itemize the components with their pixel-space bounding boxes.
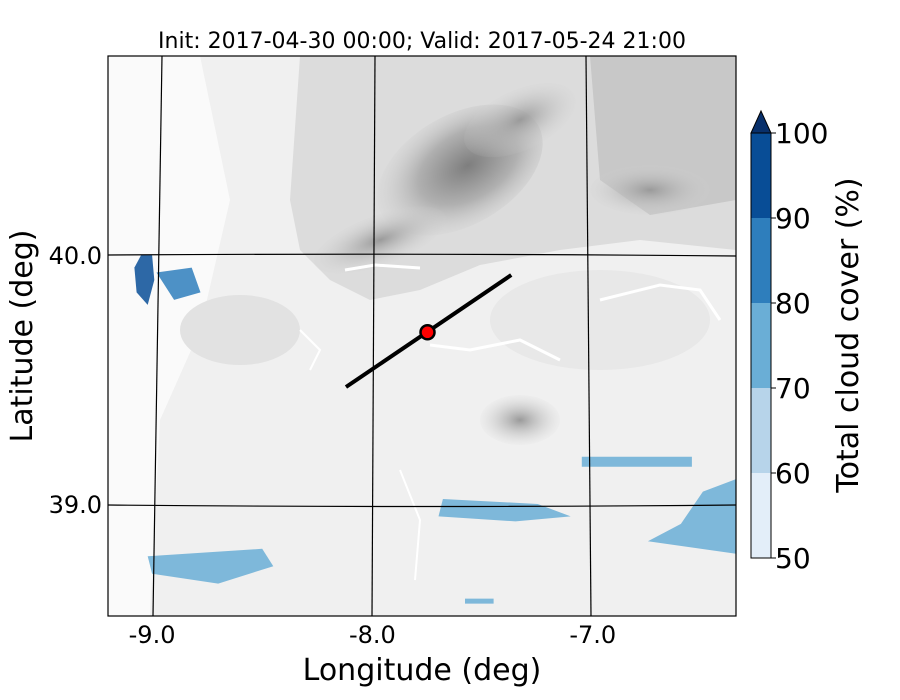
- x-tick-label: -7.0: [569, 621, 616, 649]
- cloud-patch-central-east-band: [438, 499, 571, 522]
- colorbar-tick-label: 90: [775, 202, 811, 235]
- colorbar-segment: [751, 388, 771, 473]
- colorbar-tick-label: 100: [775, 117, 828, 150]
- x-tick-label: -8.0: [349, 621, 396, 649]
- cloud-patch-east-upper-streak: [581, 456, 692, 467]
- terrain-background: [108, 56, 736, 616]
- graticule: [107, 55, 737, 617]
- cloud-patch-east-edge-patch: [647, 479, 736, 554]
- plot-frame: [107, 55, 737, 617]
- y-tick-label: 39.0: [49, 491, 102, 519]
- colorbar-segment: [751, 218, 771, 303]
- cloud-patch-southwest-band: [147, 548, 274, 584]
- colorbar-label: Total cloud cover (%): [831, 177, 866, 493]
- colorbar-segment: [751, 303, 771, 388]
- y-tick-label: 40.0: [49, 242, 102, 270]
- colorbar-tick-label: 50: [775, 542, 811, 575]
- x-axis-label: Longitude (deg): [303, 653, 542, 688]
- cloud-patch-south-central-dots: [465, 598, 494, 604]
- cloud-patch-west-coast-scatter: [156, 267, 201, 300]
- y-tick-labels: 39.0 40.0: [49, 242, 102, 519]
- colorbar-segment: [751, 473, 771, 558]
- colorbar-tick-labels: 50 60 70 80 90 100: [771, 117, 828, 575]
- x-tick-label: -9.0: [129, 621, 176, 649]
- site-marker: [419, 324, 436, 341]
- cloud-cover-layer: [134, 255, 736, 604]
- y-axis-label: Latitude (deg): [5, 230, 40, 443]
- colorbar-tick-label: 60: [775, 457, 811, 490]
- colorbar-frame: [750, 132, 772, 559]
- colorbar-tick-label: 80: [775, 287, 811, 320]
- colorbar-segment: [751, 133, 771, 218]
- colorbar-tick-label: 70: [775, 372, 811, 405]
- x-tick-labels: -9.0 -8.0 -7.0: [129, 621, 617, 649]
- colorbar: [750, 109, 772, 559]
- cloud-patch-west-coast-patch: [134, 255, 155, 305]
- chart-title: Init: 2017-04-30 00:00; Valid: 2017-05-2…: [158, 29, 686, 54]
- colorbar-extend-arrow: [750, 109, 772, 134]
